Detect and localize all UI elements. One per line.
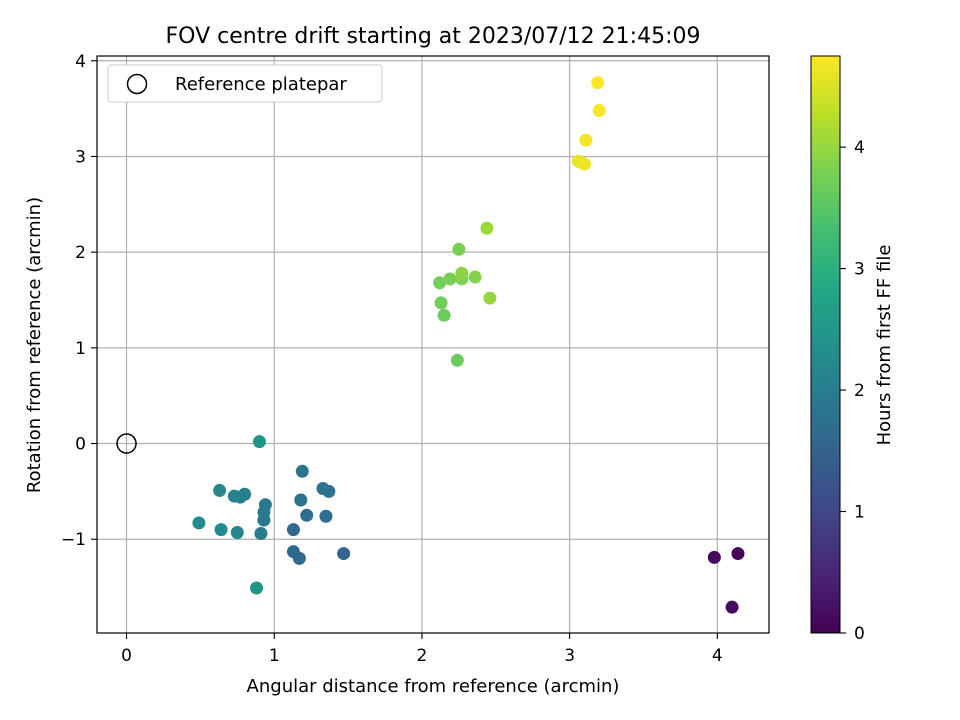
x-tick-label: 0 bbox=[121, 646, 132, 666]
y-axis-ticks: −1 0 1 2 3 4 bbox=[61, 52, 97, 550]
data-point bbox=[286, 523, 300, 537]
data-point bbox=[433, 276, 447, 290]
data-point bbox=[468, 270, 482, 284]
data-point bbox=[316, 482, 330, 496]
colorbar-tick-label: 1 bbox=[854, 503, 865, 523]
data-point bbox=[286, 545, 300, 559]
data-point bbox=[452, 242, 466, 256]
data-point bbox=[252, 435, 266, 449]
reference-point-marker bbox=[116, 433, 137, 454]
data-point bbox=[192, 516, 206, 530]
y-tick-label: 4 bbox=[75, 52, 86, 72]
y-tick-label: 3 bbox=[75, 147, 86, 167]
data-point bbox=[337, 547, 351, 561]
y-axis-label: Rotation from reference (arcmin) bbox=[24, 197, 45, 493]
x-tick-label: 4 bbox=[712, 646, 723, 666]
data-point bbox=[213, 483, 227, 497]
data-point bbox=[295, 464, 309, 478]
data-point bbox=[214, 523, 228, 537]
data-point bbox=[227, 489, 241, 503]
data-point bbox=[579, 133, 593, 147]
data-point bbox=[319, 509, 333, 523]
x-axis-ticks: 0 1 2 3 4 bbox=[121, 633, 723, 666]
data-point bbox=[443, 272, 457, 286]
data-point bbox=[483, 291, 497, 305]
data-point bbox=[450, 353, 464, 367]
data-point bbox=[455, 266, 469, 280]
colorbar: 0 1 2 3 4 Hours from first FF file bbox=[810, 55, 895, 644]
data-point bbox=[577, 157, 591, 171]
x-tick-label: 3 bbox=[564, 646, 575, 666]
colorbar-label: Hours from first FF file bbox=[874, 245, 895, 446]
colorbar-gradient bbox=[810, 55, 841, 634]
data-point bbox=[731, 547, 745, 561]
colorbar-tick-label: 3 bbox=[854, 260, 865, 280]
data-point bbox=[592, 104, 606, 118]
x-tick-label: 2 bbox=[417, 646, 428, 666]
colorbar-ticks: 0 1 2 3 4 bbox=[840, 138, 865, 644]
legend-box bbox=[107, 64, 383, 103]
legend: Reference platepar bbox=[107, 64, 383, 103]
data-point bbox=[591, 76, 605, 90]
data-point bbox=[258, 498, 272, 512]
y-tick-label: 2 bbox=[75, 243, 86, 263]
data-point bbox=[250, 581, 264, 595]
data-point bbox=[434, 296, 448, 310]
y-tick-label: 1 bbox=[75, 339, 86, 359]
data-point bbox=[480, 221, 494, 235]
data-point bbox=[707, 550, 721, 564]
colorbar-tick-label: 4 bbox=[854, 138, 865, 158]
y-tick-label: −1 bbox=[61, 530, 86, 550]
x-axis-label: Angular distance from reference (arcmin) bbox=[247, 676, 620, 697]
data-point bbox=[725, 600, 739, 614]
data-point bbox=[294, 493, 308, 507]
legend-marker-reference-icon bbox=[126, 73, 148, 95]
data-points bbox=[116, 76, 745, 614]
grid-lines bbox=[97, 56, 769, 633]
data-point bbox=[300, 508, 314, 522]
chart-title: FOV centre drift starting at 2023/07/12 … bbox=[166, 24, 701, 49]
colorbar-tick-label: 0 bbox=[854, 624, 865, 644]
y-tick-label: 0 bbox=[75, 435, 86, 455]
data-point bbox=[437, 308, 451, 322]
data-point bbox=[230, 526, 244, 540]
data-point bbox=[254, 526, 268, 540]
legend-label-reference: Reference platepar bbox=[175, 74, 347, 95]
plot-frame bbox=[96, 55, 770, 634]
x-tick-label: 1 bbox=[269, 646, 280, 666]
colorbar-tick-label: 2 bbox=[854, 381, 865, 401]
